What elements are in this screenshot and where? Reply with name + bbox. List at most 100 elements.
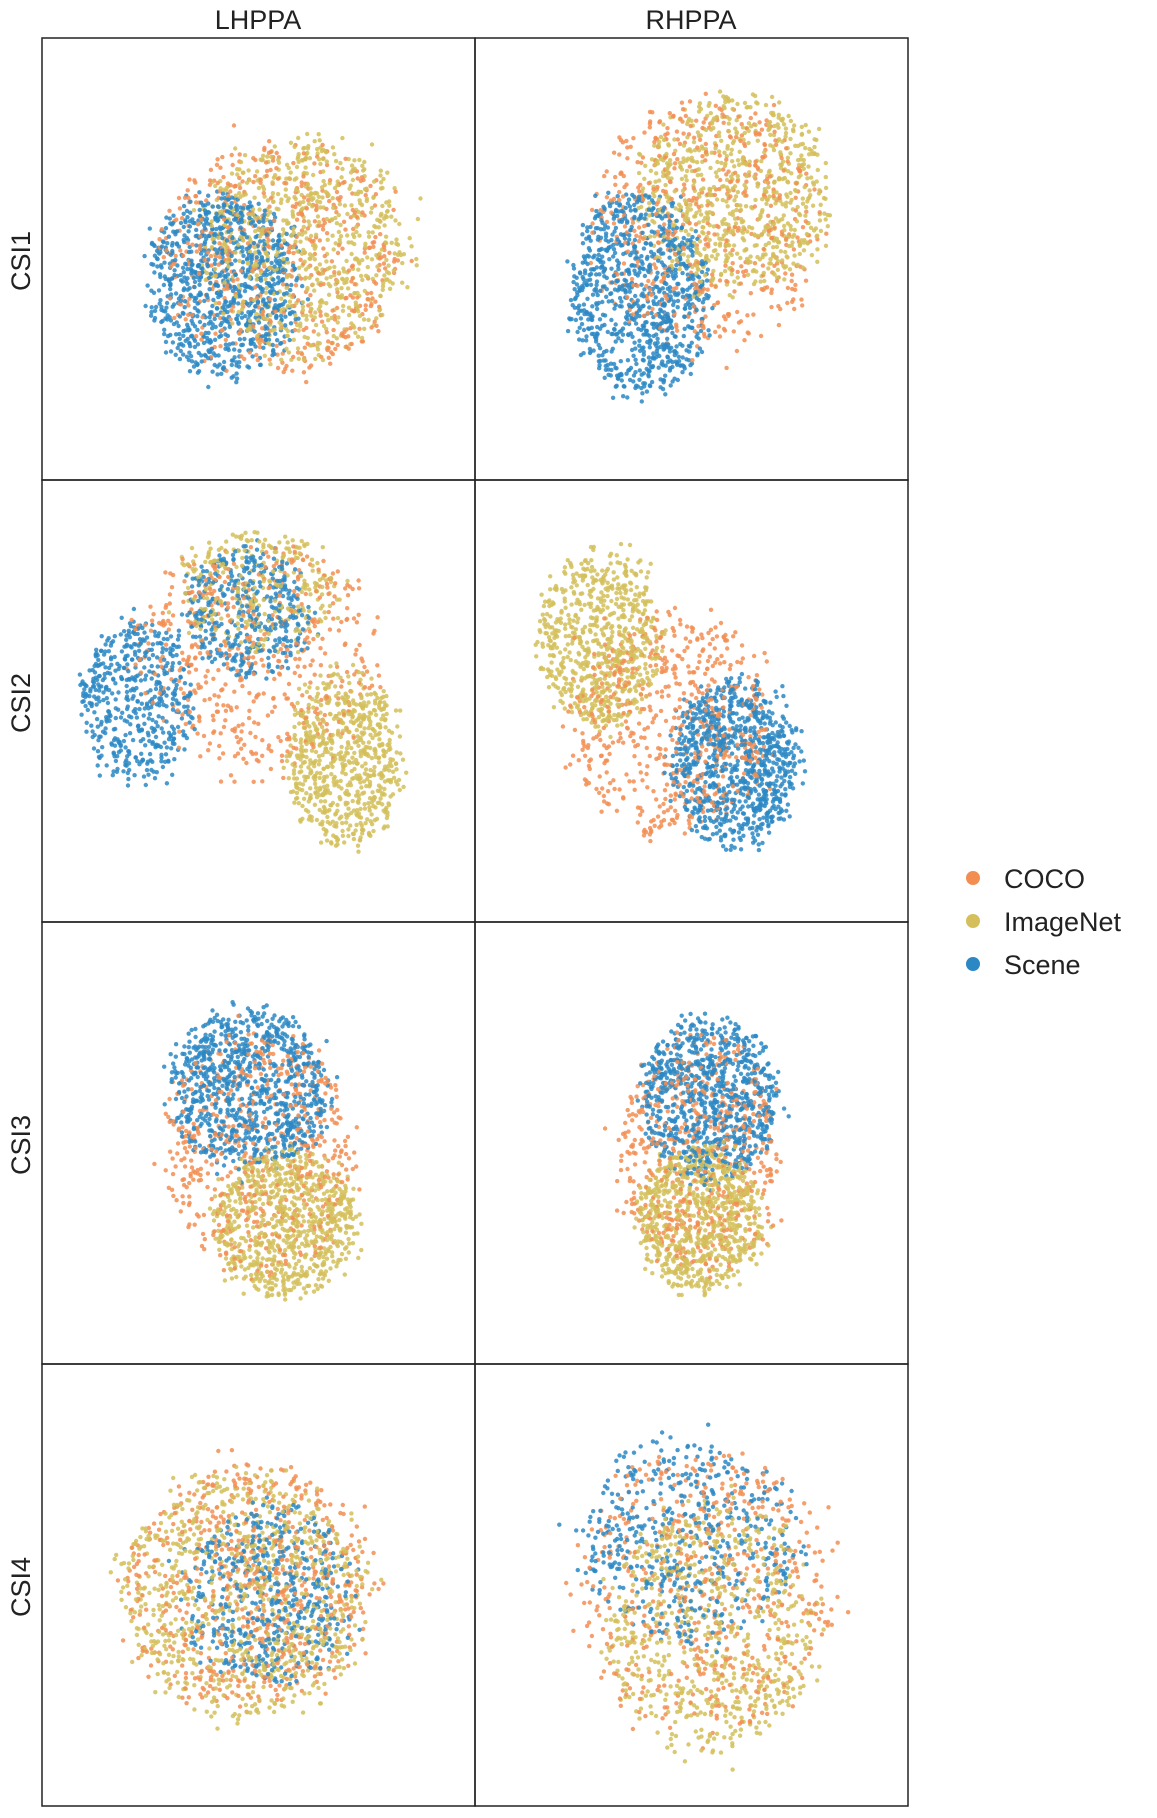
scatter-point-coco bbox=[373, 234, 378, 240]
scatter-point-coco bbox=[716, 324, 721, 329]
scatter-point-imagenet bbox=[345, 211, 350, 217]
scatter-point-imagenet bbox=[286, 196, 291, 201]
scatter-point-scene bbox=[568, 297, 574, 303]
scatter-point-coco bbox=[312, 672, 317, 677]
scatter-point-imagenet bbox=[317, 138, 322, 143]
scatter-point-imagenet bbox=[292, 177, 297, 182]
scatter-point-scene bbox=[262, 242, 267, 247]
scatter-point-coco bbox=[363, 303, 368, 308]
scatter-point-coco bbox=[350, 276, 355, 281]
scatter-point-imagenet bbox=[336, 270, 342, 275]
scatter-point-imagenet bbox=[792, 253, 797, 258]
scatter-point-imagenet bbox=[312, 288, 317, 293]
scatter-point-scene bbox=[191, 275, 196, 281]
scatter-point-imagenet bbox=[309, 343, 314, 348]
scatter-point-scene bbox=[594, 301, 599, 306]
scatter-point-coco bbox=[635, 259, 641, 264]
scatter-point-scene bbox=[152, 270, 157, 275]
scatter-point-scene bbox=[154, 256, 160, 261]
scatter-point-coco bbox=[333, 346, 338, 352]
scatter-point-scene bbox=[578, 316, 584, 321]
scatter-point-scene bbox=[636, 216, 641, 222]
scatter-point-coco bbox=[617, 189, 622, 195]
scatter-point-coco bbox=[327, 627, 333, 632]
scatter-point-imagenet bbox=[328, 284, 333, 289]
scatter-point-imagenet bbox=[254, 311, 259, 317]
scatter-point-scene bbox=[633, 315, 639, 320]
scatter-point-scene bbox=[221, 359, 227, 365]
scatter-point-imagenet bbox=[825, 212, 830, 218]
scatter-point-scene bbox=[612, 306, 617, 311]
scatter-point-imagenet bbox=[281, 306, 286, 312]
scatter-point-scene bbox=[565, 328, 571, 334]
scatter-point-imagenet bbox=[222, 222, 228, 228]
scatter-point-coco bbox=[237, 331, 242, 336]
scatter-point-coco bbox=[338, 195, 343, 200]
scatter-point-scene bbox=[268, 290, 273, 295]
scatter-point-imagenet bbox=[721, 184, 726, 189]
scatter-point-scene bbox=[648, 241, 653, 246]
scatter-point-scene bbox=[238, 225, 243, 230]
scatter-point-coco bbox=[733, 170, 738, 175]
scatter-point-imagenet bbox=[350, 798, 355, 804]
scatter-point-imagenet bbox=[647, 213, 652, 218]
scatter-point-imagenet bbox=[209, 219, 214, 224]
scatter-point-scene bbox=[266, 281, 272, 286]
scatter-point-imagenet bbox=[218, 186, 223, 191]
scatter-point-coco bbox=[299, 183, 304, 189]
scatter-point-imagenet bbox=[338, 295, 343, 300]
scatter-point-scene bbox=[580, 241, 586, 246]
scatter-point-imagenet bbox=[775, 267, 781, 272]
scatter-point-scene bbox=[211, 351, 216, 356]
scatter-point-scene bbox=[240, 342, 245, 347]
scatter-point-scene bbox=[192, 279, 198, 285]
scatter-point-scene bbox=[639, 346, 645, 351]
scatter-point-scene bbox=[192, 305, 198, 311]
scatter-point-imagenet bbox=[772, 179, 777, 185]
scatter-point-imagenet bbox=[340, 276, 345, 281]
scatter-point-scene bbox=[579, 321, 585, 327]
scatter-point-imagenet bbox=[278, 200, 284, 206]
scatter-point-coco bbox=[752, 204, 758, 209]
scatter-point-coco bbox=[671, 114, 676, 119]
scatter-point-scene bbox=[641, 332, 646, 337]
scatter-point-imagenet bbox=[313, 310, 318, 315]
scatter-point-coco bbox=[774, 278, 780, 284]
scatter-point-scene bbox=[577, 303, 582, 308]
scatter-point-imagenet bbox=[335, 320, 340, 325]
scatter-point-coco bbox=[644, 283, 649, 289]
scatter-point-scene bbox=[232, 347, 237, 352]
scatter-point-imagenet bbox=[777, 100, 782, 105]
scatter-point-scene bbox=[206, 330, 211, 336]
scatter-point-scene bbox=[645, 339, 650, 345]
scatter-point-coco bbox=[738, 281, 743, 286]
scatter-point-scene bbox=[147, 226, 152, 231]
scatter-point-scene bbox=[612, 229, 617, 234]
scatter-point-imagenet bbox=[355, 843, 361, 848]
scatter-point-imagenet bbox=[324, 159, 329, 164]
scatter-point-imagenet bbox=[341, 303, 346, 309]
scatter-point-scene bbox=[661, 378, 666, 383]
scatter-point-scene bbox=[633, 293, 638, 299]
scatter-point-imagenet bbox=[766, 266, 771, 271]
scatter-point-coco bbox=[804, 171, 809, 176]
scatter-point-imagenet bbox=[688, 202, 693, 207]
scatter-point-imagenet bbox=[350, 177, 356, 183]
scatter-point-imagenet bbox=[360, 163, 365, 168]
scatter-point-imagenet bbox=[332, 152, 337, 157]
scatter-point-coco bbox=[298, 257, 303, 262]
scatter-point-scene bbox=[680, 370, 685, 375]
scatter-point-scene bbox=[253, 304, 258, 309]
scatter-point-scene bbox=[181, 333, 186, 338]
scatter-point-scene bbox=[611, 242, 616, 247]
scatter-point-scene bbox=[673, 334, 678, 339]
scatter-point-scene bbox=[595, 237, 601, 242]
scatter-point-scene bbox=[674, 344, 679, 349]
scatter-point-scene bbox=[585, 296, 590, 301]
scatter-point-coco bbox=[222, 579, 228, 585]
scatter-point-scene bbox=[604, 348, 609, 354]
scatter-point-scene bbox=[287, 337, 292, 343]
scatter-point-coco bbox=[261, 691, 266, 696]
scatter-point-imagenet bbox=[771, 221, 777, 226]
